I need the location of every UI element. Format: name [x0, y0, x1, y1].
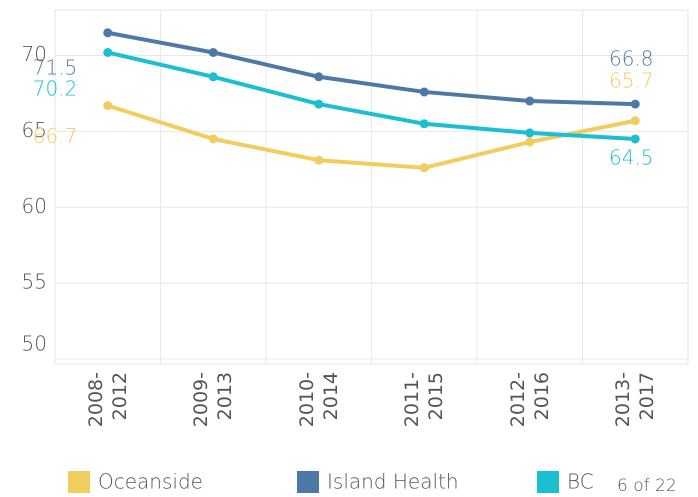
point [419, 163, 429, 173]
line [107, 50, 636, 141]
line [107, 103, 636, 170]
legend-swatch [297, 471, 319, 493]
point [630, 134, 640, 144]
point [103, 101, 113, 111]
legend-label: Island Health [327, 470, 459, 494]
point [630, 99, 640, 109]
y-tick-label: 50 [22, 332, 47, 356]
point [419, 119, 429, 129]
value-label: 70.2 [33, 77, 78, 101]
legend-label: BC [567, 470, 594, 494]
x-tick-label: 2011-2015 [401, 372, 448, 428]
value-label: 66.8 [609, 47, 654, 71]
value-label: 65.7 [609, 69, 654, 93]
value-label: 64.5 [609, 146, 654, 170]
y-tick-label: 70 [22, 42, 47, 66]
point [419, 87, 429, 97]
legend-label: Oceanside [98, 470, 203, 494]
x-tick-label: 2010-2014 [295, 372, 342, 428]
point [208, 72, 218, 82]
pager: 6 of 22 [617, 476, 677, 496]
point [314, 155, 324, 165]
value-label: 66.7 [33, 124, 78, 148]
line [107, 30, 636, 107]
y-tick-label: 65 [22, 118, 47, 142]
point [103, 47, 113, 57]
x-tick-label: 2013-2017 [612, 372, 659, 428]
value-label: 71.5 [33, 56, 78, 80]
point [208, 134, 218, 144]
y-tick-label: 55 [22, 270, 47, 294]
point [103, 28, 113, 38]
legend-swatch [537, 471, 559, 493]
y-tick-label: 60 [22, 194, 47, 218]
x-tick-label: 2008-2012 [84, 372, 131, 428]
point [525, 137, 535, 147]
legend-swatch [68, 471, 90, 493]
point [314, 72, 324, 82]
point [525, 128, 535, 138]
point [630, 116, 640, 126]
point [314, 99, 324, 109]
x-tick-label: 2009-2013 [190, 372, 237, 428]
x-tick-label: 2012-2016 [506, 372, 553, 428]
point [525, 96, 535, 106]
point [208, 47, 218, 57]
